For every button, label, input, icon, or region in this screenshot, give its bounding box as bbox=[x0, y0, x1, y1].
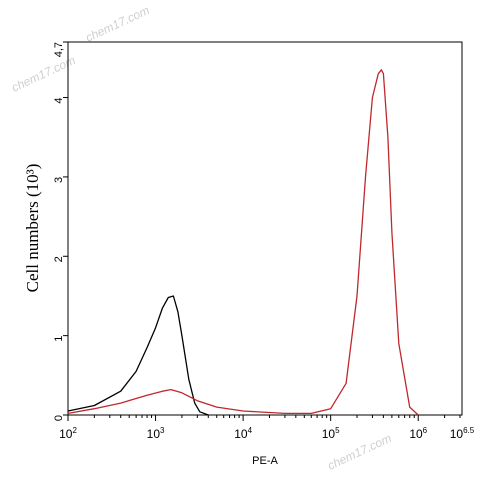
y-tick-label: 1 bbox=[53, 336, 65, 342]
series-red-histogram bbox=[67, 69, 419, 416]
y-tick-label: 2 bbox=[53, 256, 65, 262]
y-axis-label: Cell numbers (10³) bbox=[23, 164, 42, 293]
y-axis-ticks: 0 1 2 3 4 4,7 bbox=[53, 41, 68, 421]
y-tick-label: 3 bbox=[53, 177, 65, 183]
series-layer bbox=[67, 69, 419, 416]
watermark-text-bottom-right: chem17.com bbox=[325, 431, 393, 473]
plot-frame bbox=[67, 41, 463, 416]
y-tick-label: 4,7 bbox=[53, 42, 65, 57]
x-tick-label: 103 bbox=[147, 426, 165, 441]
x-tick-label: 102 bbox=[59, 426, 77, 441]
watermark-text-top: chem17.com bbox=[83, 3, 151, 45]
x-tick-label: 105 bbox=[322, 426, 340, 441]
x-tick-label: 106.5 bbox=[450, 426, 475, 441]
x-axis-label: PE-A bbox=[252, 455, 278, 467]
x-tick-label: 104 bbox=[234, 426, 252, 441]
y-tick-label: 0 bbox=[53, 415, 65, 421]
series-black-histogram bbox=[67, 295, 209, 416]
watermark-text-top-left: chem17.com bbox=[9, 53, 77, 95]
x-tick-label: 106 bbox=[409, 426, 427, 441]
y-tick-label: 4 bbox=[53, 98, 65, 104]
x-axis-ticks: 102 103 104 105 106 106.5 bbox=[59, 415, 475, 441]
